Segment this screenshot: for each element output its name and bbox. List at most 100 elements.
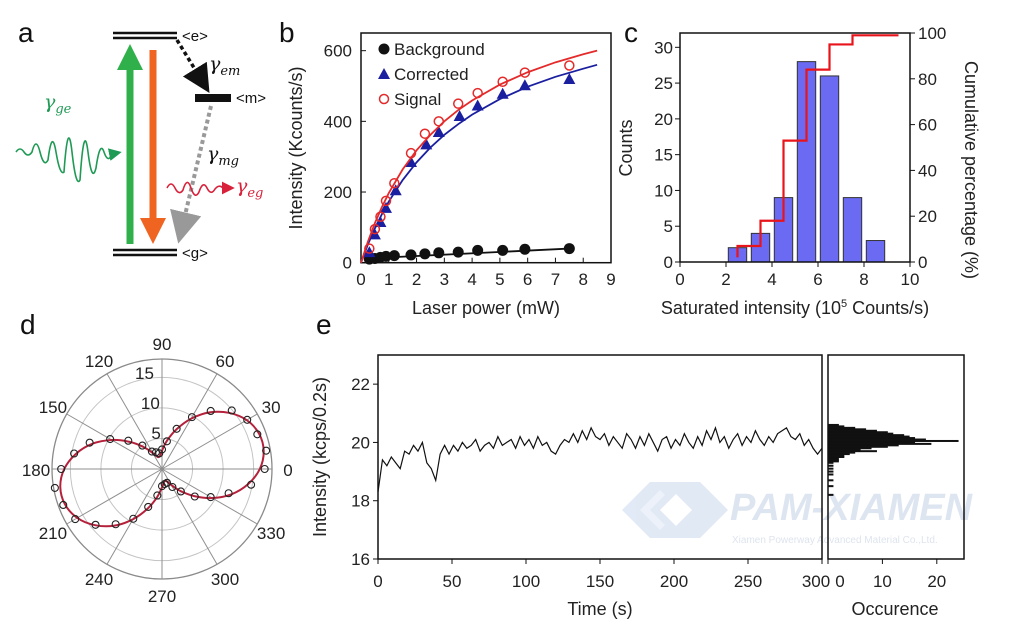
histogram-bar xyxy=(828,437,916,440)
y2-tick-label: 80 xyxy=(918,70,937,89)
data-point xyxy=(50,483,59,492)
y-tick-label: 0 xyxy=(343,254,352,273)
rate-ge-label: γge xyxy=(44,91,72,117)
x-tick-label: 1 xyxy=(384,270,393,289)
data-point xyxy=(172,424,181,433)
panel-label-d: d xyxy=(20,309,36,340)
x-tick-label: 3 xyxy=(440,270,449,289)
rate-mg-label: γmg xyxy=(207,143,239,169)
data-point xyxy=(206,406,215,416)
y-tick-label: 200 xyxy=(324,183,352,202)
data-point xyxy=(124,436,133,445)
histogram-bar xyxy=(828,467,834,470)
x-tick-label: 4 xyxy=(467,270,476,289)
histogram-bar xyxy=(828,423,839,426)
legend-marker xyxy=(378,43,390,55)
data-point xyxy=(405,155,417,167)
excitation-arrow xyxy=(117,44,143,244)
watermark-logo-icon xyxy=(622,482,728,538)
data-point xyxy=(496,87,509,99)
panel-c-chart: 0 2 4 6 8 10051015202530020406080100Saturated… xyxy=(616,24,981,318)
histogram-bar xyxy=(819,75,840,263)
data-point xyxy=(153,491,162,500)
data-point xyxy=(389,184,402,196)
data-point xyxy=(106,435,115,444)
data-point xyxy=(129,514,138,523)
data-point xyxy=(224,489,233,498)
y-tick-label: 10 xyxy=(654,181,673,200)
data-point xyxy=(472,244,484,256)
metastable-level-bar xyxy=(195,94,231,102)
y-tick-label: 25 xyxy=(654,74,673,93)
data-point xyxy=(206,493,215,502)
x-axis-label-unit: Counts/s) xyxy=(847,298,929,318)
legend-label: Background xyxy=(394,40,485,59)
data-point xyxy=(452,98,464,109)
x-axis-label: Laser power (mW) xyxy=(412,298,560,318)
histogram-bar xyxy=(828,457,839,460)
x-tick-label: 300 xyxy=(802,572,830,591)
x-tick-label: 0 xyxy=(356,270,365,289)
data-point xyxy=(144,502,153,511)
histogram-bar xyxy=(828,442,932,445)
angle-tick-label: 300 xyxy=(211,570,239,589)
x-tick-label: 250 xyxy=(734,572,762,591)
histogram-bar xyxy=(828,439,959,442)
histogram-bar xyxy=(828,441,916,444)
histogram-bar xyxy=(828,426,856,429)
data-point xyxy=(187,413,196,422)
x-tick-label: 0 xyxy=(675,270,684,289)
angle-tick-label: 120 xyxy=(85,352,113,371)
x-tick-label: 6 xyxy=(813,270,822,289)
y-axis-label: Intensity (kcps/0.2s) xyxy=(310,377,330,537)
ground-level-label: <g> xyxy=(182,245,208,262)
histogram-bar xyxy=(828,470,834,473)
angular-grid-line xyxy=(66,413,163,470)
data-point xyxy=(111,520,120,529)
histogram-x-tick-label: 0 xyxy=(835,572,844,591)
data-point xyxy=(388,250,400,262)
data-point xyxy=(364,243,375,254)
excitation-wave-icon xyxy=(15,137,122,183)
data-point xyxy=(380,250,392,262)
panel-label-a: a xyxy=(18,17,34,48)
data-point xyxy=(363,246,376,258)
histogram-bar xyxy=(828,428,867,431)
histogram-bar xyxy=(828,456,845,458)
histogram-bar xyxy=(865,240,886,263)
series-signal xyxy=(360,49,598,263)
data-point xyxy=(151,448,160,457)
metastable-decay-arrow xyxy=(170,105,213,244)
histogram-bar xyxy=(828,435,910,438)
ground-level-bar xyxy=(113,248,177,257)
rate-eg-subscript: eg xyxy=(247,186,263,201)
excited-level-bar xyxy=(113,31,177,40)
y2-tick-label: 40 xyxy=(918,161,937,180)
data-point xyxy=(162,478,172,487)
angle-tick-label: 30 xyxy=(262,398,281,417)
data-point xyxy=(91,520,100,529)
angular-grid-line xyxy=(66,468,163,525)
histogram-bar xyxy=(828,447,872,450)
series-background xyxy=(363,243,575,265)
data-point xyxy=(564,60,575,71)
angular-grid-line xyxy=(161,373,218,470)
data-point xyxy=(138,441,147,450)
excited-level-label: <e> xyxy=(182,28,208,45)
data-point xyxy=(71,515,80,524)
data-point xyxy=(380,201,392,213)
data-point xyxy=(85,438,94,447)
histogram-x-tick-label: 20 xyxy=(927,572,946,591)
y-tick-label: 16 xyxy=(351,550,370,569)
data-point xyxy=(497,76,508,88)
data-point xyxy=(155,449,164,458)
angle-tick-label: 210 xyxy=(39,524,67,543)
data-point xyxy=(419,128,431,139)
angle-tick-label: 150 xyxy=(39,398,67,417)
rate-mg-subscript: mg xyxy=(218,154,239,169)
data-point xyxy=(472,87,483,99)
angular-grid-line xyxy=(161,413,258,470)
